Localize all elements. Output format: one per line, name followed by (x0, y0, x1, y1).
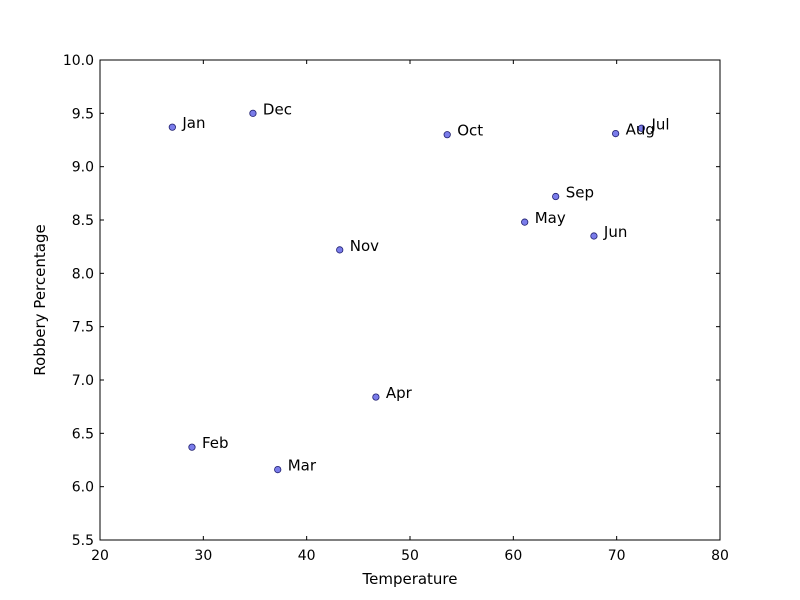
data-point-jan (168, 123, 176, 131)
x-tick-label: 80 (711, 548, 729, 564)
x-tick-label: 60 (504, 548, 522, 564)
y-tick-label: 8.5 (72, 213, 94, 229)
data-points (168, 109, 646, 474)
data-point-may (521, 218, 529, 226)
point-label-dec: Dec (263, 100, 292, 118)
x-axis-label: Temperature (361, 570, 457, 588)
y-tick-label: 7.0 (72, 373, 94, 389)
data-point-oct (443, 131, 451, 139)
data-point-feb (188, 443, 196, 451)
data-point-apr (372, 393, 380, 401)
y-tick-label: 9.0 (72, 160, 94, 176)
y-tick-label: 10.0 (63, 53, 94, 69)
axis-ticks (99, 59, 721, 541)
x-tick-label: 70 (608, 548, 626, 564)
x-tick-label: 40 (298, 548, 316, 564)
y-tick-label: 6.0 (72, 480, 94, 496)
data-point-sep (552, 192, 560, 201)
point-label-feb: Feb (202, 434, 229, 452)
y-tick-labels: 5.5 6.0 6.5 7.0 7.5 8.0 8.5 9.0 9.5 10.0 (63, 53, 94, 549)
point-label-apr: Apr (386, 384, 413, 402)
x-tick-label: 30 (194, 548, 212, 564)
point-label-jul: Jul (650, 115, 669, 133)
data-point-jun (590, 232, 598, 240)
data-point-mar (274, 465, 282, 474)
point-label-sep: Sep (566, 184, 594, 202)
plot-frame (99, 59, 721, 541)
data-point-jul (637, 124, 646, 132)
y-tick-label: 8.0 (72, 266, 94, 282)
y-tick-label: 7.5 (72, 320, 94, 336)
point-label-may: May (535, 209, 566, 227)
point-label-oct: Oct (457, 122, 483, 140)
data-point-dec (249, 109, 257, 117)
data-point-nov (336, 246, 344, 254)
y-tick-label: 6.5 (72, 426, 94, 442)
point-label-nov: Nov (350, 237, 379, 255)
point-label-jan: Jan (181, 114, 205, 132)
y-tick-label: 5.5 (72, 533, 94, 549)
x-tick-label: 20 (91, 548, 109, 564)
x-tick-labels: 20 30 40 50 60 70 80 (91, 548, 729, 564)
point-label-jun: Jun (603, 223, 627, 241)
x-tick-label: 50 (401, 548, 419, 564)
y-axis-label: Robbery Percentage (31, 224, 49, 375)
point-label-aug: Aug (626, 121, 655, 139)
y-tick-label: 9.5 (72, 106, 94, 122)
point-label-mar: Mar (288, 457, 317, 475)
data-point-aug (612, 130, 620, 138)
